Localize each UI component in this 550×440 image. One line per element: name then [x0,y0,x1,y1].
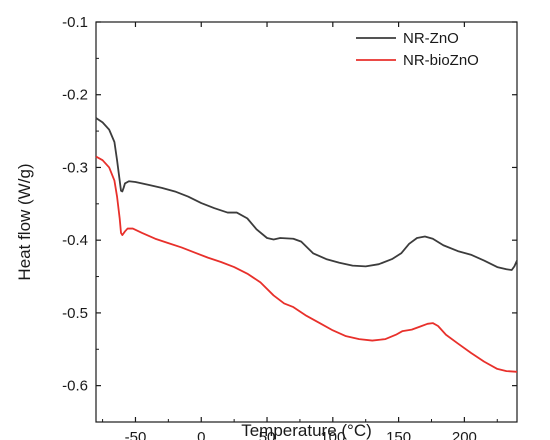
x-axis-title: Temperature (°C) [241,421,372,440]
x-tick-label: -50 [125,429,147,440]
y-tick-label: -0.4 [62,232,88,249]
legend: NR-ZnO NR-bioZnO [356,30,479,69]
y-tick-label: -0.1 [62,14,88,31]
x-tick-label: 150 [386,429,411,440]
y-tick-label: -0.5 [62,305,88,322]
legend-label: NR-bioZnO [403,52,479,69]
series-line-nr-zno [95,117,518,271]
y-axis-title: Heat flow (W/g) [15,163,34,280]
y-tick-label: -0.3 [62,159,88,176]
legend-label: NR-ZnO [403,30,459,47]
x-tick-label: 200 [452,429,477,440]
x-axis-ticks: -50 0 50 100 150 200 [102,22,498,440]
y-tick-label: -0.6 [62,378,88,395]
x-tick-label: 50 [259,429,276,440]
plot-border [95,21,518,423]
series-line-nr-biozno [95,155,518,373]
series-layer [95,117,518,373]
plot-frame [95,21,518,423]
y-tick-label: -0.2 [62,87,88,104]
x-tick-label: 0 [197,429,205,440]
x-tick-label: 100 [320,429,345,440]
y-axis-ticks: -0.1 -0.2 -0.3 -0.4 -0.5 -0.6 [62,14,517,423]
